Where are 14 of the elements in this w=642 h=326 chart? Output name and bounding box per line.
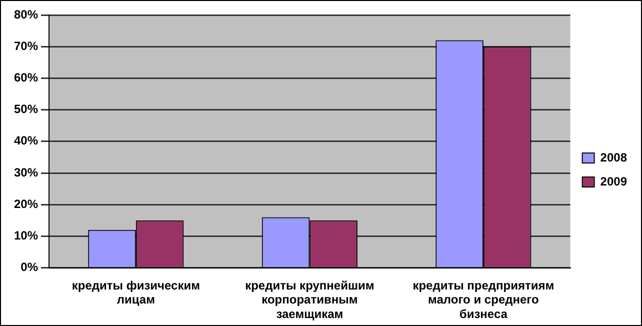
x-tick-label: кредиты физическим лицам: [72, 278, 200, 307]
y-tick-label: 0%: [20, 260, 38, 274]
y-tick-label: 80%: [14, 7, 38, 22]
y-tick-label: 30%: [14, 165, 38, 180]
y-tick-label: 50%: [14, 102, 38, 116]
x-tick-label: кредиты предприятиям малого и среднего бизнеса: [412, 278, 554, 322]
y-tick-label: 20%: [14, 196, 38, 211]
x-tick-label: кредиты крупнейшим корпоративным заемщикам: [245, 278, 374, 322]
legend-label: 2008: [600, 150, 628, 164]
y-tick-label: 10%: [14, 228, 38, 243]
y-tick-label: 60%: [14, 70, 38, 85]
y-tick-label: 70%: [14, 38, 38, 53]
y-tick-label: 40%: [14, 134, 38, 148]
legend-label: 2009: [600, 174, 628, 188]
